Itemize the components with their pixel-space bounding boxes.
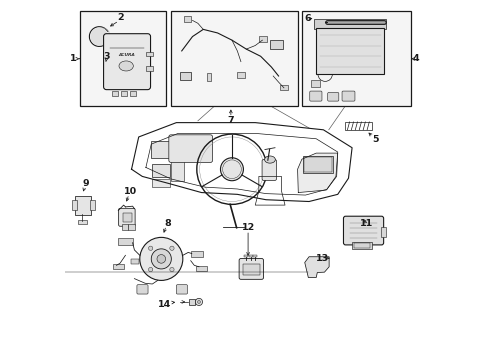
Ellipse shape (119, 61, 133, 71)
FancyBboxPatch shape (103, 34, 150, 90)
Bar (351, 242, 371, 249)
Bar (171, 12, 298, 107)
FancyBboxPatch shape (239, 258, 263, 279)
Circle shape (151, 249, 171, 269)
Bar (189, 299, 195, 305)
Bar (206, 73, 211, 81)
Bar (131, 259, 139, 264)
Bar (381, 226, 385, 237)
Bar (353, 243, 369, 248)
Text: 1: 1 (70, 54, 76, 63)
Text: 2: 2 (117, 13, 124, 22)
FancyBboxPatch shape (341, 91, 354, 101)
Circle shape (169, 246, 174, 251)
FancyBboxPatch shape (262, 159, 276, 180)
Bar (303, 157, 331, 172)
Bar (152, 179, 169, 187)
Text: 8: 8 (163, 219, 170, 228)
Bar (72, 200, 77, 211)
Bar (128, 224, 135, 230)
Bar (129, 91, 136, 96)
Bar (190, 251, 203, 257)
Bar (237, 72, 244, 78)
Bar (243, 264, 259, 275)
Bar (118, 238, 133, 244)
Bar (280, 85, 287, 90)
Bar (113, 264, 123, 269)
Bar (78, 220, 86, 224)
Bar (145, 66, 153, 71)
Circle shape (148, 267, 152, 272)
Text: 12: 12 (241, 223, 254, 232)
Bar (183, 17, 191, 22)
FancyBboxPatch shape (168, 135, 212, 162)
Wedge shape (90, 28, 108, 45)
FancyBboxPatch shape (176, 285, 187, 294)
Bar (152, 163, 169, 177)
Bar (258, 36, 266, 42)
Bar (171, 161, 183, 181)
Bar (253, 255, 257, 257)
Bar (89, 200, 94, 211)
Bar (244, 255, 247, 257)
FancyBboxPatch shape (343, 216, 383, 245)
Bar (180, 72, 191, 80)
Text: 5: 5 (371, 135, 378, 144)
Text: 10: 10 (123, 187, 137, 196)
Circle shape (169, 267, 174, 272)
Bar (80, 12, 165, 107)
Text: 4: 4 (412, 54, 418, 63)
Bar (269, 40, 283, 49)
Bar (196, 266, 207, 271)
Text: 7: 7 (227, 116, 234, 125)
Circle shape (140, 237, 183, 280)
Polygon shape (297, 153, 337, 193)
Bar (344, 122, 371, 130)
Text: 14: 14 (158, 300, 171, 309)
Circle shape (148, 246, 152, 251)
Bar (301, 12, 410, 107)
FancyBboxPatch shape (119, 208, 135, 226)
Bar (302, 156, 332, 173)
Bar (122, 224, 128, 230)
FancyBboxPatch shape (309, 91, 321, 101)
Bar (145, 51, 153, 56)
FancyBboxPatch shape (75, 196, 90, 215)
Bar (316, 28, 384, 74)
Bar (249, 255, 252, 257)
Bar (112, 91, 118, 96)
Polygon shape (304, 257, 328, 278)
Circle shape (197, 301, 200, 303)
Text: 6: 6 (304, 14, 310, 23)
Text: 11: 11 (359, 219, 372, 228)
Bar (151, 141, 171, 158)
FancyBboxPatch shape (137, 285, 148, 294)
Bar (314, 19, 386, 30)
Bar (121, 91, 127, 96)
Text: ACURA: ACURA (118, 53, 134, 57)
Circle shape (195, 298, 202, 306)
Bar (122, 213, 131, 222)
Text: 9: 9 (82, 179, 89, 188)
Text: 13: 13 (315, 254, 328, 263)
Bar (310, 80, 319, 87)
Circle shape (220, 158, 243, 181)
Circle shape (157, 255, 165, 263)
Ellipse shape (264, 156, 275, 163)
FancyBboxPatch shape (327, 93, 338, 101)
Text: 3: 3 (103, 52, 109, 61)
